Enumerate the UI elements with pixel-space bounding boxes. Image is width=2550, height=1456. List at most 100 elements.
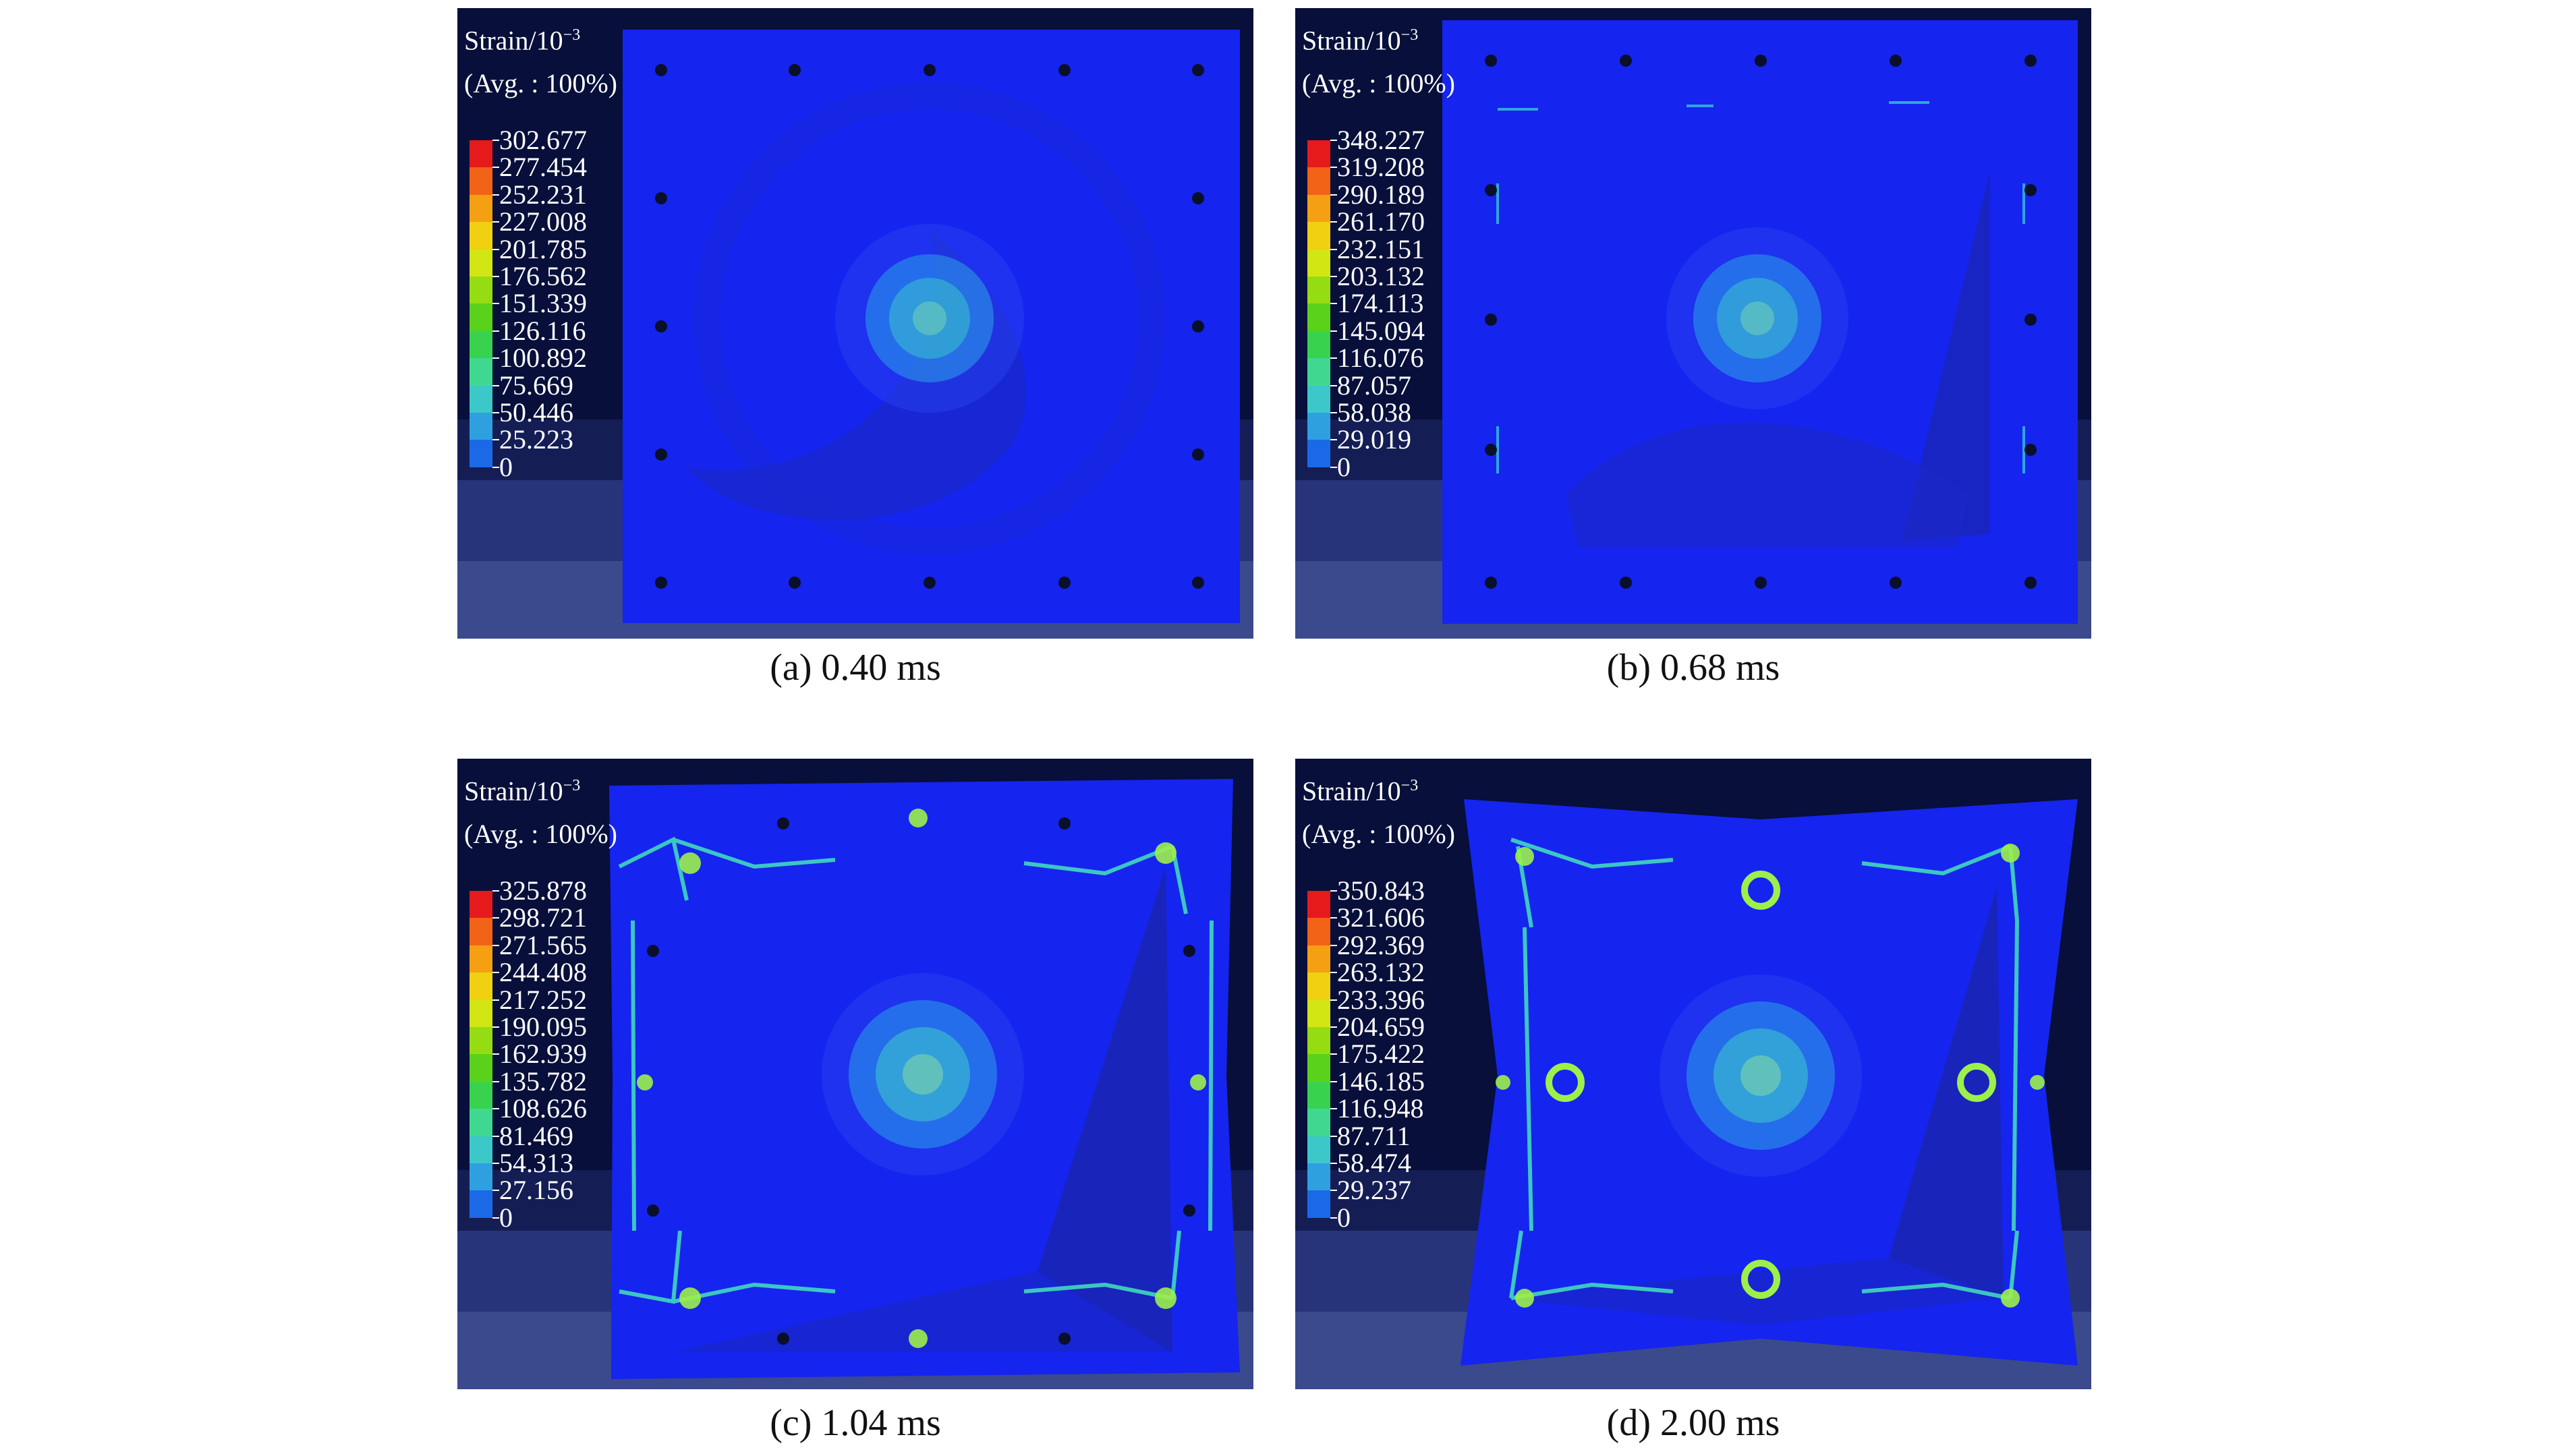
legend-swatch: [470, 891, 492, 919]
legend-tick: [1330, 140, 1337, 141]
legend-swatch: [1307, 1081, 1330, 1109]
legend-tick: [492, 140, 499, 141]
legend-tick: [492, 411, 499, 413]
legend-value: 116.948: [1337, 1093, 1424, 1124]
legend-swatch: [470, 945, 492, 973]
legend-tick: [492, 890, 499, 892]
legend-tick: [492, 357, 499, 359]
legend-averaging: (Avg. : 100%): [464, 819, 617, 850]
legend-tick: [1330, 357, 1337, 359]
panel-d: Strain/10−3 (Avg. : 100%) 350.843 321.606…: [1295, 759, 2091, 1389]
legend-value: 145.094: [1337, 315, 1425, 346]
legend-value: 302.677: [499, 125, 587, 155]
legend-value: 244.408: [499, 957, 587, 988]
legend-swatch: [1307, 1190, 1330, 1218]
legend-swatch: [1307, 276, 1330, 304]
legend-swatch: [470, 167, 492, 195]
legend-title: Strain/10: [464, 25, 563, 56]
legend-tick: [1330, 466, 1337, 468]
legend-swatch: [1307, 999, 1330, 1027]
legend-swatch: [1307, 385, 1330, 413]
legend-value: 0: [499, 1202, 513, 1233]
legend-value: 277.454: [499, 152, 587, 183]
legend-swatch: [470, 249, 492, 276]
legend-tick: [492, 275, 499, 277]
legend-value: 29.019: [1337, 424, 1411, 455]
legend-tick: [492, 972, 499, 974]
legend-tick: [492, 1217, 499, 1219]
legend-header: Strain/10−3 (Avg. : 100%): [464, 764, 617, 856]
legend-swatch: [1307, 194, 1330, 223]
legend-value: 87.711: [1337, 1120, 1411, 1151]
legend-value: 0: [1337, 1202, 1351, 1233]
legend-tick: [492, 221, 499, 223]
legend-tick: [492, 384, 499, 386]
legend-tick: [492, 1135, 499, 1137]
legend-value: 176.562: [499, 260, 587, 291]
legend-swatch: [1307, 918, 1330, 945]
legend-swatch: [470, 972, 492, 1000]
legend-value: 162.939: [499, 1039, 587, 1070]
legend-value: 100.892: [499, 343, 587, 374]
legend-swatch: [1307, 1109, 1330, 1136]
legend-swatch: [1307, 330, 1330, 359]
legend-value: 126.116: [499, 315, 586, 346]
legend-tick: [1330, 1080, 1337, 1082]
legend-value: 108.626: [499, 1093, 587, 1124]
legend-value: 58.474: [1337, 1147, 1411, 1178]
legend-tick: [1330, 1108, 1337, 1110]
legend-swatch: [470, 412, 492, 440]
legend-swatch: [470, 140, 492, 168]
legend-value: 174.113: [1337, 288, 1424, 319]
legend-header: Strain/10−3 (Avg. : 100%): [464, 13, 617, 105]
legend-value: 319.208: [1337, 152, 1425, 183]
legend-exponent: −3: [1400, 777, 1419, 794]
legend-averaging: (Avg. : 100%): [1302, 819, 1455, 850]
legend-swatch: [470, 330, 492, 359]
legend-value: 75.669: [499, 370, 573, 401]
legend-swatch: [1307, 1054, 1330, 1082]
legend-tick: [1330, 330, 1337, 332]
legend-swatch: [470, 276, 492, 304]
legend-swatch: [1307, 140, 1330, 168]
legend-swatch: [1307, 972, 1330, 1000]
legend-header: Strain/10−3 (Avg. : 100%): [1302, 764, 1455, 856]
legend-tick: [1330, 944, 1337, 946]
strain-plate-image: [1295, 759, 2091, 1389]
legend-exponent: −3: [563, 26, 581, 44]
legend-swatch: [1307, 1163, 1330, 1191]
legend-tick: [492, 194, 499, 196]
legend-title: Strain/10: [1302, 25, 1401, 56]
legend-exponent: −3: [1400, 26, 1419, 44]
legend-tick: [492, 1190, 499, 1192]
legend-value: 116.076: [1337, 343, 1424, 374]
legend-value: 217.252: [499, 984, 587, 1015]
legend-tick: [1330, 221, 1337, 223]
legend-tick: [492, 1108, 499, 1110]
legend-swatch: [1307, 303, 1330, 331]
legend-swatch: [1307, 222, 1330, 250]
legend-value: 190.095: [499, 1011, 587, 1042]
legend-swatch: [1307, 249, 1330, 276]
legend-tick: [1330, 1026, 1337, 1028]
legend-tick: [1330, 411, 1337, 413]
caption-a: (a) 0.40 ms: [770, 647, 941, 689]
legend-value: 298.721: [499, 902, 587, 933]
legend-swatch: [470, 194, 492, 223]
legend-value: 29.237: [1337, 1175, 1411, 1206]
legend-value: 271.565: [499, 929, 587, 960]
legend-swatch: [470, 1026, 492, 1055]
legend-tick: [1330, 384, 1337, 386]
panel-a: Strain/10−3 (Avg. : 100%) 302.677 277.454…: [457, 8, 1253, 639]
legend-averaging: (Avg. : 100%): [464, 68, 617, 99]
legend-tick: [492, 303, 499, 305]
caption-c: (c) 1.04 ms: [770, 1402, 941, 1444]
legend-value: 321.606: [1337, 902, 1425, 933]
legend-swatch: [470, 440, 492, 467]
legend-value: 27.156: [499, 1175, 573, 1206]
legend-swatch: [1307, 891, 1330, 919]
legend-value: 0: [499, 451, 513, 482]
legend-tick: [492, 944, 499, 946]
legend-value: 201.785: [499, 233, 587, 264]
legend-value: 292.369: [1337, 929, 1425, 960]
